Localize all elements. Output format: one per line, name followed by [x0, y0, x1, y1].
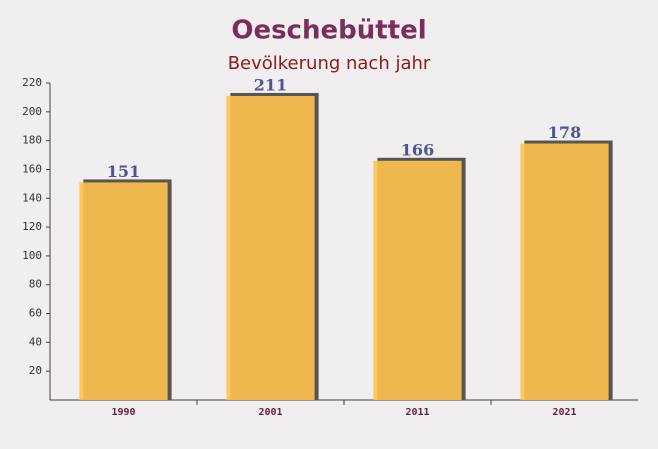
x-tick-label: 2021: [552, 407, 576, 418]
chart-title: Oeschebüttel: [231, 16, 426, 46]
x-tick-label: 2011: [405, 407, 429, 418]
y-tick-label: 80: [29, 278, 42, 291]
y-tick-label: 200: [22, 105, 42, 118]
y-tick-label: 160: [22, 162, 42, 175]
y-tick-label: 140: [22, 191, 42, 204]
value-label: 166: [401, 140, 434, 159]
y-tick-label: 20: [29, 364, 42, 377]
value-label: 151: [107, 162, 140, 181]
y-tick-label: 220: [22, 76, 42, 89]
bar: [226, 95, 315, 400]
y-tick-label: 40: [29, 335, 42, 348]
bar: [79, 182, 168, 400]
y-tick-label: 60: [29, 307, 42, 320]
y-tick-label: 180: [22, 134, 42, 147]
value-label: 178: [548, 123, 581, 142]
y-tick-label: 100: [22, 249, 42, 262]
x-tick-label: 2001: [258, 407, 282, 418]
bar: [520, 143, 609, 400]
x-tick-label: 1990: [111, 407, 135, 418]
bar: [373, 160, 462, 400]
value-label: 211: [254, 75, 287, 94]
chart-subtitle: Bevölkerung nach jahr: [228, 53, 431, 74]
y-tick-label: 120: [22, 220, 42, 233]
